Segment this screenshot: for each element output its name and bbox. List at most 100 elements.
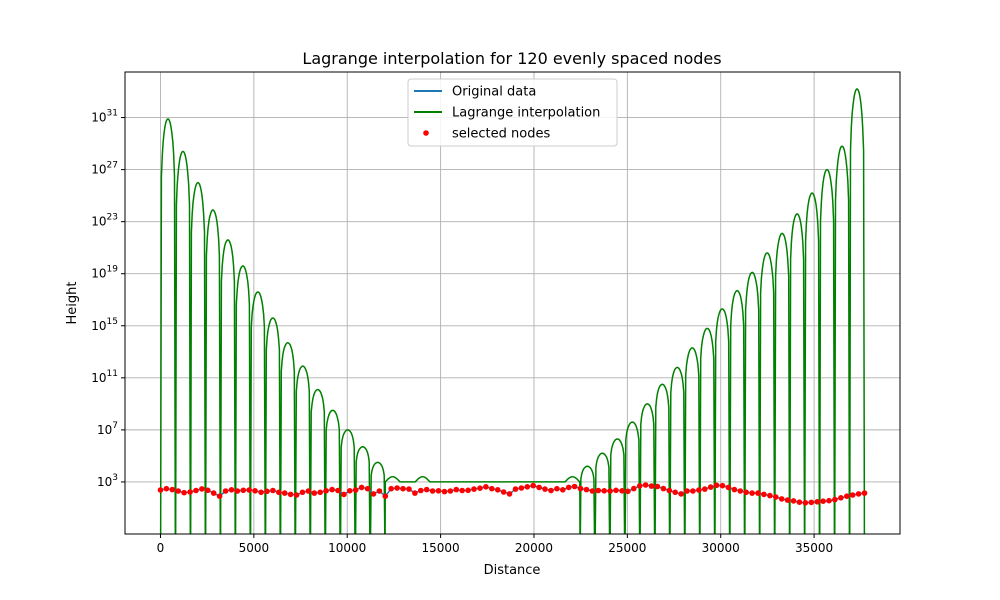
selected-node-point <box>205 487 211 494</box>
selected-node-point <box>323 488 329 494</box>
selected-node-point <box>619 488 625 494</box>
legend-label: Original data <box>452 85 536 100</box>
selected-node-point <box>861 490 868 496</box>
selected-node-point <box>216 493 223 500</box>
selected-node-point <box>293 492 300 498</box>
selected-node-point <box>199 486 205 492</box>
selected-node-point <box>435 488 442 494</box>
selected-node-point <box>690 488 696 494</box>
selected-node-point <box>400 485 406 492</box>
selected-node-point <box>820 498 826 505</box>
selected-node-point <box>796 499 803 506</box>
selected-node-point <box>222 488 229 494</box>
selected-node-point <box>276 489 282 496</box>
x-tick-label: 25000 <box>608 541 646 555</box>
selected-node-point <box>477 485 483 492</box>
selected-node-point <box>364 485 371 492</box>
selected-node-point <box>554 485 560 492</box>
selected-node-point <box>329 486 335 493</box>
selected-node-point <box>370 491 377 497</box>
selected-node-point <box>240 487 247 494</box>
selected-node-point <box>418 487 424 494</box>
selected-node-point <box>607 488 613 494</box>
x-axis: 0 5000 10000 15000 20000 25000 30000 35000 <box>157 534 833 555</box>
selected-node-point <box>347 488 353 494</box>
selected-node-point <box>530 482 536 489</box>
x-tick-label: 15000 <box>422 541 460 555</box>
selected-node-point <box>459 487 466 494</box>
selected-node-point <box>678 491 684 497</box>
selected-node-point <box>755 490 761 496</box>
selected-node-point <box>631 485 637 492</box>
selected-node-point <box>181 489 187 496</box>
lagrange-interpolation-series <box>159 87 866 534</box>
selected-node-point <box>565 484 572 491</box>
selected-node-point <box>500 489 507 495</box>
selected-node-point <box>571 483 578 490</box>
selected-node-point <box>264 488 270 495</box>
selected-node-point <box>406 486 412 492</box>
selected-node-point <box>713 482 720 489</box>
x-tick-label: 20000 <box>515 541 553 555</box>
x-tick-label: 35000 <box>795 541 833 555</box>
selected-node-point <box>412 490 418 496</box>
selected-node-point <box>773 494 779 500</box>
selected-node-point <box>465 487 471 494</box>
selected-node-point <box>589 488 596 494</box>
selected-node-point <box>583 486 590 493</box>
x-tick-label: 10000 <box>328 541 366 555</box>
selected-node-point <box>849 492 856 498</box>
selected-node-point <box>636 483 643 489</box>
legend-label: Lagrange interpolation <box>452 106 600 121</box>
selected-node-point <box>163 485 170 492</box>
selected-node-point <box>749 490 755 496</box>
selected-node-point <box>512 486 519 492</box>
selected-node-point <box>595 487 602 494</box>
selected-node-point <box>642 482 649 488</box>
legend-box <box>407 78 618 147</box>
selected-node-point <box>175 488 181 494</box>
x-tick-label: 5000 <box>239 541 270 555</box>
selected-node-point <box>601 488 607 494</box>
legend-marker <box>423 130 429 136</box>
selected-node-point <box>808 499 815 506</box>
selected-node-point <box>826 497 832 504</box>
selected-node-point <box>187 489 193 495</box>
selected-node-point <box>270 487 276 494</box>
selected-node-point <box>299 489 306 496</box>
selected-node-point <box>536 484 542 491</box>
legend: Original data Lagrange interpolation selec… <box>407 78 618 147</box>
selected-node-point <box>423 486 430 493</box>
selected-node-point <box>228 487 235 493</box>
selected-node-point <box>725 484 732 491</box>
selected-node-point <box>429 488 436 494</box>
selected-node-point <box>471 486 477 492</box>
selected-node-point <box>376 488 383 494</box>
selected-node-point <box>281 490 288 496</box>
selected-node-point <box>234 488 241 494</box>
selected-node-point <box>287 491 294 498</box>
selected-node-point <box>790 498 797 504</box>
selected-node-point <box>246 487 252 493</box>
selected-node-point <box>524 484 531 490</box>
selected-node-point <box>767 492 773 499</box>
selected-node-point <box>666 487 673 494</box>
selected-node-point <box>548 487 554 494</box>
x-axis-label: Distance <box>484 563 541 578</box>
selected-node-point <box>625 488 631 495</box>
selected-node-point <box>802 500 809 506</box>
chart-title: Lagrange interpolation for 120 evenly sp… <box>302 49 721 68</box>
selected-node-point <box>358 484 365 491</box>
selected-node-point <box>335 487 341 494</box>
selected-node-point <box>832 496 838 503</box>
selected-node-point <box>560 487 566 493</box>
selected-node-point <box>447 488 454 494</box>
selected-node-point <box>352 487 359 493</box>
selected-node-point <box>654 483 661 490</box>
selected-node-point <box>838 495 844 501</box>
selected-node-point <box>157 487 164 493</box>
selected-node-point <box>483 484 489 490</box>
selected-node-point <box>778 496 785 502</box>
selected-node-point <box>305 488 312 494</box>
